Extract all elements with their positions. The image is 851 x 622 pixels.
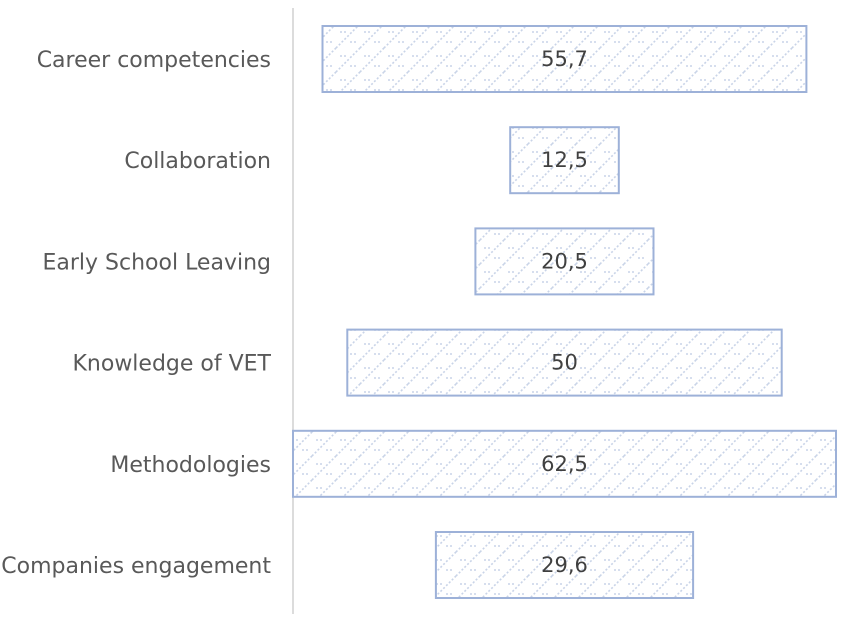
category-label: Knowledge of VET (72, 352, 271, 377)
bar (434, 531, 695, 599)
bar (321, 25, 808, 93)
category-label-group: Career competencies Collaboration Early Sc… (1, 48, 271, 579)
bar-value-label: 20,5 (541, 249, 588, 273)
bar-value-label: 29,6 (541, 553, 588, 577)
category-label: Collaboration (124, 149, 271, 174)
bar-group (292, 25, 837, 599)
bar-value-label: 12,5 (541, 148, 588, 172)
bar (509, 126, 620, 195)
bar-value-label: 50 (551, 351, 578, 375)
bar (292, 429, 837, 498)
category-label: Career competencies (37, 48, 271, 73)
bar-value-label: 55,7 (541, 47, 588, 71)
bar (474, 227, 655, 296)
category-label: Methodologies (110, 453, 271, 478)
value-label-group: 55,7 12,5 20,5 50 62,5 29,6 (541, 47, 588, 577)
bar-value-label: 62,5 (541, 452, 588, 476)
bar (346, 328, 783, 397)
category-label: Companies engagement (1, 554, 271, 579)
category-label: Early School Leaving (42, 250, 271, 275)
